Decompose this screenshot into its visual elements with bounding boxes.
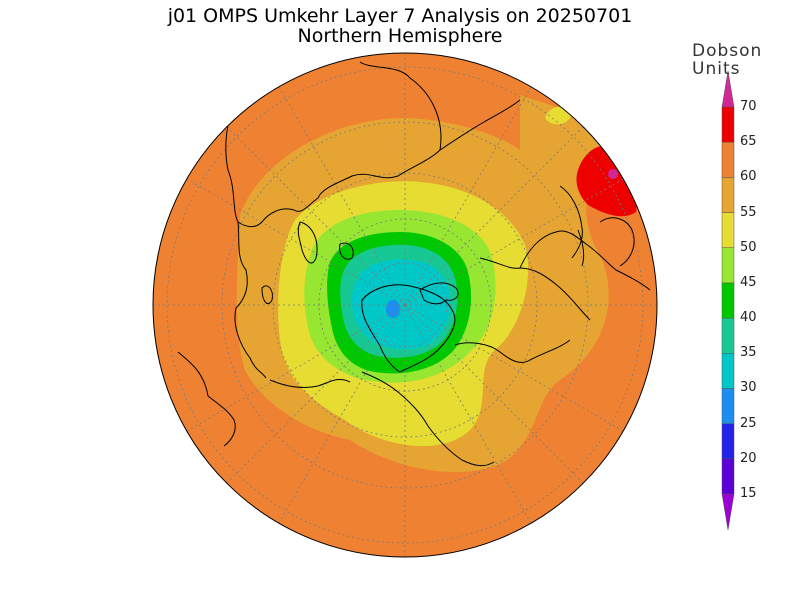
- coast-kamchatka: [559, 185, 583, 259]
- colorbar-band-70-75: [721, 70, 735, 108]
- colorbar-tick-label: 40: [740, 310, 757, 326]
- colorbar-tick-label: 50: [740, 239, 757, 255]
- colorbar-tick-label: 65: [740, 134, 757, 150]
- map-subtitle: Northern Hemisphere: [297, 25, 503, 47]
- coast-north-america-east: [361, 371, 463, 461]
- coast-europe: [234, 221, 267, 379]
- colorbar-tick-label: 60: [740, 169, 757, 185]
- colorbar-tick-label: 30: [740, 380, 757, 396]
- coastlines: [177, 61, 651, 467]
- coast-canada-islands: [419, 282, 459, 305]
- units-label-line1: Dobson: [692, 41, 763, 61]
- colorbar-band-40-45: [721, 282, 735, 319]
- map-border: [152, 52, 658, 558]
- coast-japan-korea: [599, 217, 635, 267]
- coast-greenland: [361, 284, 456, 373]
- colorbar-band-45-50: [721, 247, 735, 284]
- contour-50-55-patch: [545, 106, 572, 125]
- coast-mediterranean: [269, 379, 351, 388]
- colorbar-tick-label: 55: [740, 204, 757, 220]
- coast-caribbean: [461, 459, 495, 467]
- coast-britain: [261, 285, 273, 304]
- colorbar-tick-label: 20: [740, 450, 757, 466]
- coast-asia-north: [225, 61, 442, 228]
- contour-30-35: [352, 259, 451, 350]
- coast-alaska: [519, 230, 651, 291]
- colorbar-band-50-55: [721, 212, 735, 248]
- colorbar-band-20-25: [721, 423, 735, 460]
- colorbar-tick-label: 15: [740, 486, 757, 501]
- coast-north-america-west: [479, 257, 591, 321]
- coast-svalbard: [339, 242, 354, 260]
- graticule: [153, 53, 657, 557]
- colorbar-tick-label: 25: [740, 415, 757, 431]
- map-disk: [153, 53, 657, 557]
- colorbar-tick-label: 45: [740, 274, 757, 290]
- colorbar-band-25-30: [721, 388, 735, 424]
- colorbar-band-15-20: [721, 458, 735, 495]
- coast-scandinavia: [297, 221, 318, 264]
- contour-70-75: [608, 169, 618, 179]
- colorbar-band-35-40: [721, 317, 735, 354]
- colorbar: [721, 70, 735, 531]
- colorbar-tick-label: 70: [740, 99, 757, 114]
- colorbar-band-55-60: [721, 177, 735, 213]
- contour-25-30: [386, 300, 400, 318]
- colorbar-band-30-35: [721, 353, 735, 389]
- map-title: j01 OMPS Umkehr Layer 7 Analysis on 2025…: [167, 5, 633, 27]
- coast-sakhalin: [577, 229, 585, 267]
- colorbar-band-60-65: [721, 141, 735, 178]
- coast-hudson-bay: [454, 339, 571, 363]
- coast-central-asia: [177, 351, 209, 397]
- colorbar-band-10-15: [721, 493, 735, 531]
- coast-india: [207, 395, 236, 447]
- coast-china: [439, 99, 521, 151]
- colorbar-tick-label: 35: [740, 345, 757, 361]
- units-label-line2: Units: [692, 59, 741, 79]
- colorbar-band-65-70: [721, 106, 735, 143]
